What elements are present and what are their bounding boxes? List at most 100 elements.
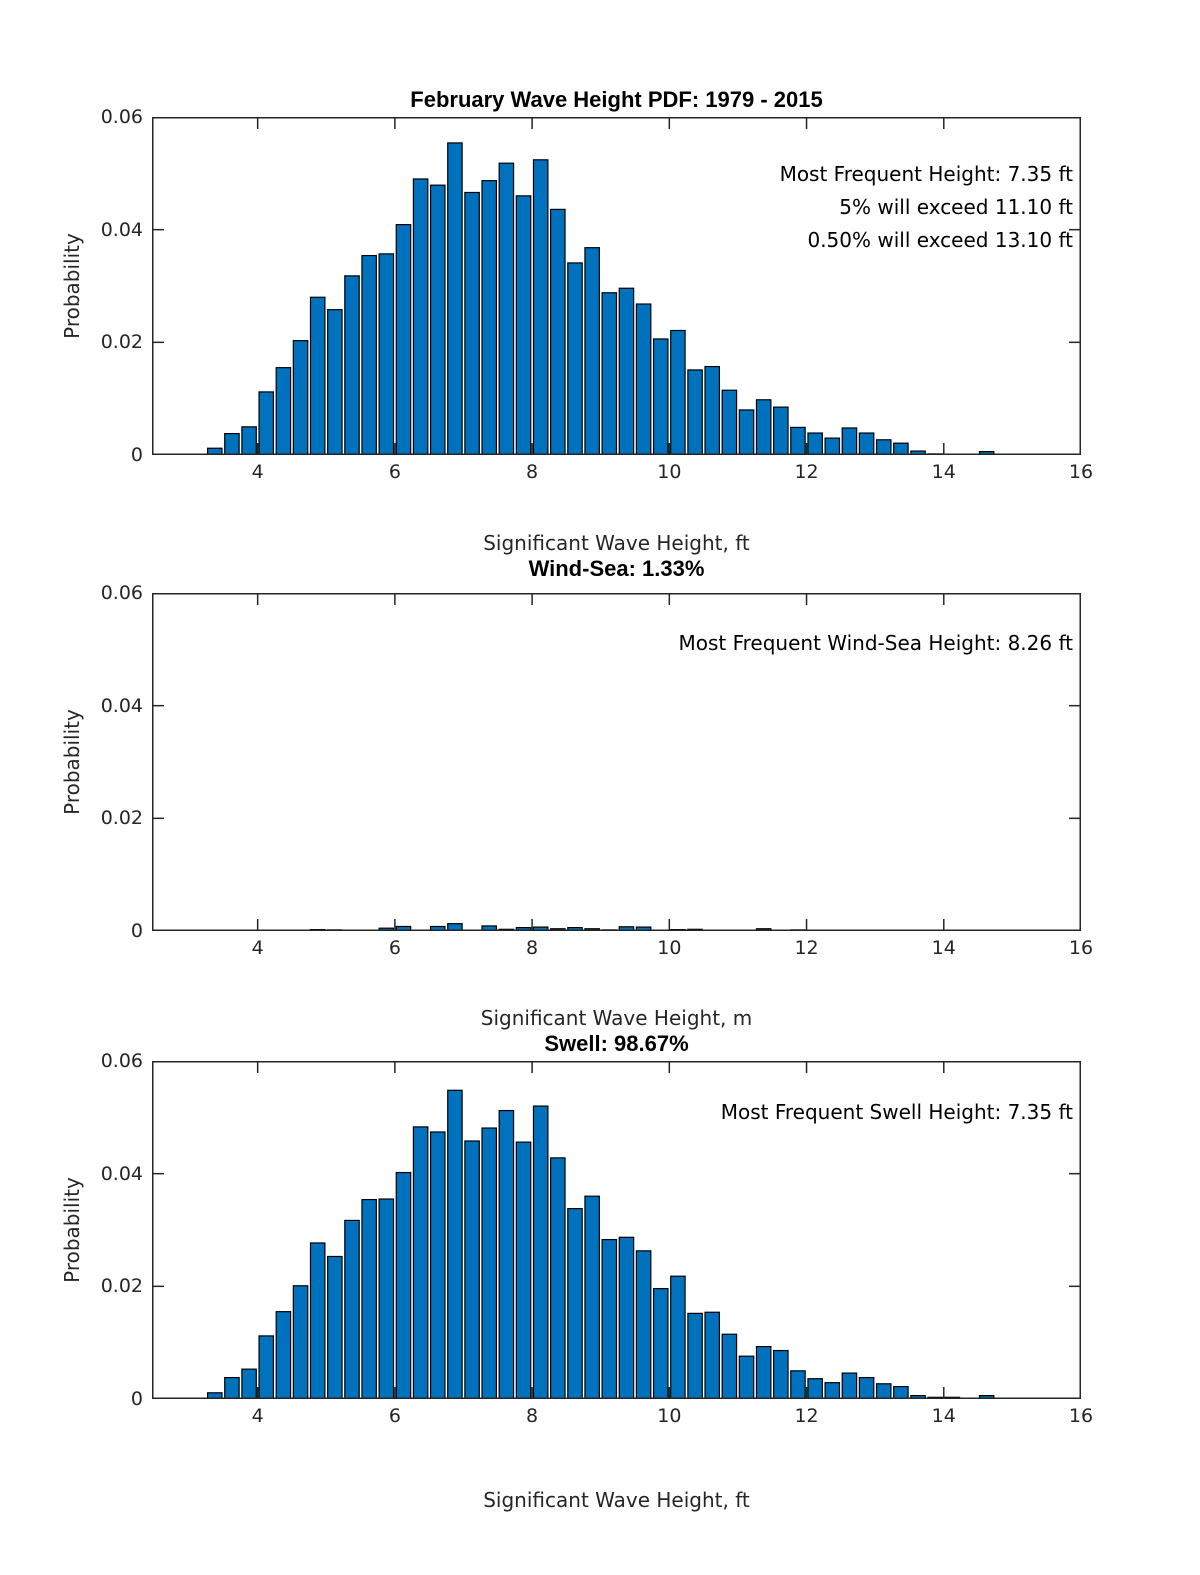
histogram-bar	[224, 432, 240, 455]
histogram-bar	[241, 1368, 257, 1399]
x-tick-label: 4	[251, 937, 264, 959]
histogram-bar	[858, 1376, 875, 1399]
histogram-bar	[309, 1242, 326, 1399]
histogram-bar	[893, 1386, 909, 1399]
x-tick-label: 6	[388, 937, 401, 959]
histogram-bar	[447, 142, 463, 455]
histogram-bar	[875, 439, 892, 455]
histogram-bar	[584, 247, 600, 455]
annotation-most-frequent: Most Frequent Swell Height: 7.35 ft	[720, 1100, 1073, 1124]
y-tick-label: 0.02	[100, 331, 143, 354]
x-tick-label: 4	[251, 1405, 264, 1427]
plot-area: Most Frequent Wind-Sea Height: 8.26 ft 4…	[101, 582, 1093, 959]
histogram-bar	[858, 432, 875, 455]
x-tick-label: 4	[251, 461, 264, 483]
x-tick-label: 10	[657, 1405, 682, 1427]
histogram-bar	[481, 1127, 498, 1399]
histogram-bar	[738, 1355, 755, 1399]
plot-area: Most Frequent Height: 7.35 ft 5% will ex…	[101, 106, 1093, 483]
histogram-bar	[258, 391, 275, 455]
histogram-bar	[670, 329, 686, 455]
histogram-bar	[464, 1140, 480, 1399]
histogram-bar	[807, 1378, 823, 1399]
histogram-bar	[241, 426, 257, 455]
x-tick-label: 8	[526, 1405, 539, 1427]
x-tick-label: 8	[526, 937, 539, 959]
x-tick-label: 14	[931, 461, 956, 483]
histogram-bar	[704, 365, 721, 455]
histogram-bar	[567, 1207, 583, 1399]
y-axis-label: Probability	[60, 709, 84, 815]
histogram-bar	[515, 195, 532, 455]
annotation-block: Most Frequent Height: 7.35 ft 5% will ex…	[780, 158, 1073, 257]
x-axis-label: Significant Wave Height, ft	[483, 531, 750, 555]
annotation-most-frequent: Most Frequent Wind-Sea Height: 8.26 ft	[678, 631, 1073, 655]
annotation-05pct-exceed: 0.50% will exceed 13.10 ft	[807, 228, 1073, 252]
histogram-bar	[258, 1335, 275, 1399]
histogram-bar	[327, 1255, 343, 1399]
histogram-bar	[618, 287, 635, 455]
histogram-bar	[498, 1109, 515, 1399]
histogram-bar	[738, 409, 755, 455]
chart-title: Wind-Sea: 1.33%	[528, 556, 705, 581]
histogram-bar	[292, 1285, 309, 1399]
histogram-bar	[412, 1126, 429, 1399]
histogram-bar	[275, 367, 292, 455]
histogram-bar	[755, 399, 772, 455]
histogram-bar	[327, 309, 343, 455]
axes-box	[152, 1061, 1081, 1399]
histogram-bar	[704, 1311, 721, 1399]
histogram-bar	[344, 275, 360, 455]
histogram-bar	[824, 1382, 841, 1399]
x-tick-label: 16	[1068, 1405, 1094, 1427]
x-axis-label: Significant Wave Height, m	[480, 1006, 753, 1030]
histogram-bar	[361, 254, 377, 455]
histogram-bar	[755, 1346, 772, 1399]
histogram-bar	[395, 223, 412, 455]
histogram-bar	[429, 1131, 446, 1399]
x-tick-label: 6	[388, 1405, 401, 1427]
histogram-bar	[292, 340, 309, 455]
x-tick-label: 10	[657, 461, 682, 483]
histogram-bar	[567, 262, 583, 455]
histogram-bar	[481, 180, 498, 455]
x-tick-label: 14	[931, 1405, 956, 1427]
histogram-bar	[875, 1383, 892, 1399]
annotation-5pct-exceed: 5% will exceed 11.10 ft	[839, 195, 1073, 219]
annotation-block: Most Frequent Swell Height: 7.35 ft	[721, 1096, 1073, 1129]
histogram-bar	[361, 1198, 377, 1399]
histogram-bar	[378, 1198, 395, 1399]
x-tick-label: 8	[526, 461, 539, 483]
y-tick-label: 0	[130, 444, 143, 466]
axes-box	[152, 117, 1081, 455]
histogram-bar	[790, 426, 806, 455]
y-axis-label: Probability	[60, 1177, 84, 1283]
histogram-bar	[309, 296, 326, 455]
histogram-bar	[275, 1311, 292, 1399]
histogram-bar	[584, 1195, 600, 1399]
histogram-bar	[601, 292, 618, 455]
chart-title: February Wave Height PDF: 1979 - 2015	[410, 87, 823, 112]
axes-box	[152, 593, 1081, 931]
histogram-bar	[395, 1171, 412, 1399]
histogram-bar	[532, 1105, 549, 1399]
histogram-bar	[447, 1089, 463, 1399]
histogram-bar	[687, 1312, 703, 1399]
histogram-bar	[378, 253, 395, 455]
x-tick-label: 12	[794, 937, 819, 959]
x-axis-label: Significant Wave Height, ft	[483, 1488, 750, 1512]
annotation-block: Most Frequent Wind-Sea Height: 8.26 ft	[678, 627, 1073, 660]
histogram-bar	[224, 1376, 240, 1399]
y-tick-label: 0.06	[100, 582, 143, 604]
y-tick-label: 0	[130, 920, 143, 942]
histogram-bar	[687, 369, 703, 455]
histogram-bar	[464, 191, 480, 455]
histogram-canvas	[152, 117, 1081, 455]
x-tick-label: 14	[931, 937, 956, 959]
histogram-bar	[790, 1370, 806, 1399]
y-tick-label: 0	[130, 1388, 143, 1410]
histogram-canvas	[152, 1061, 1081, 1399]
histogram-bar	[841, 427, 858, 455]
histogram-bar	[773, 1349, 789, 1399]
